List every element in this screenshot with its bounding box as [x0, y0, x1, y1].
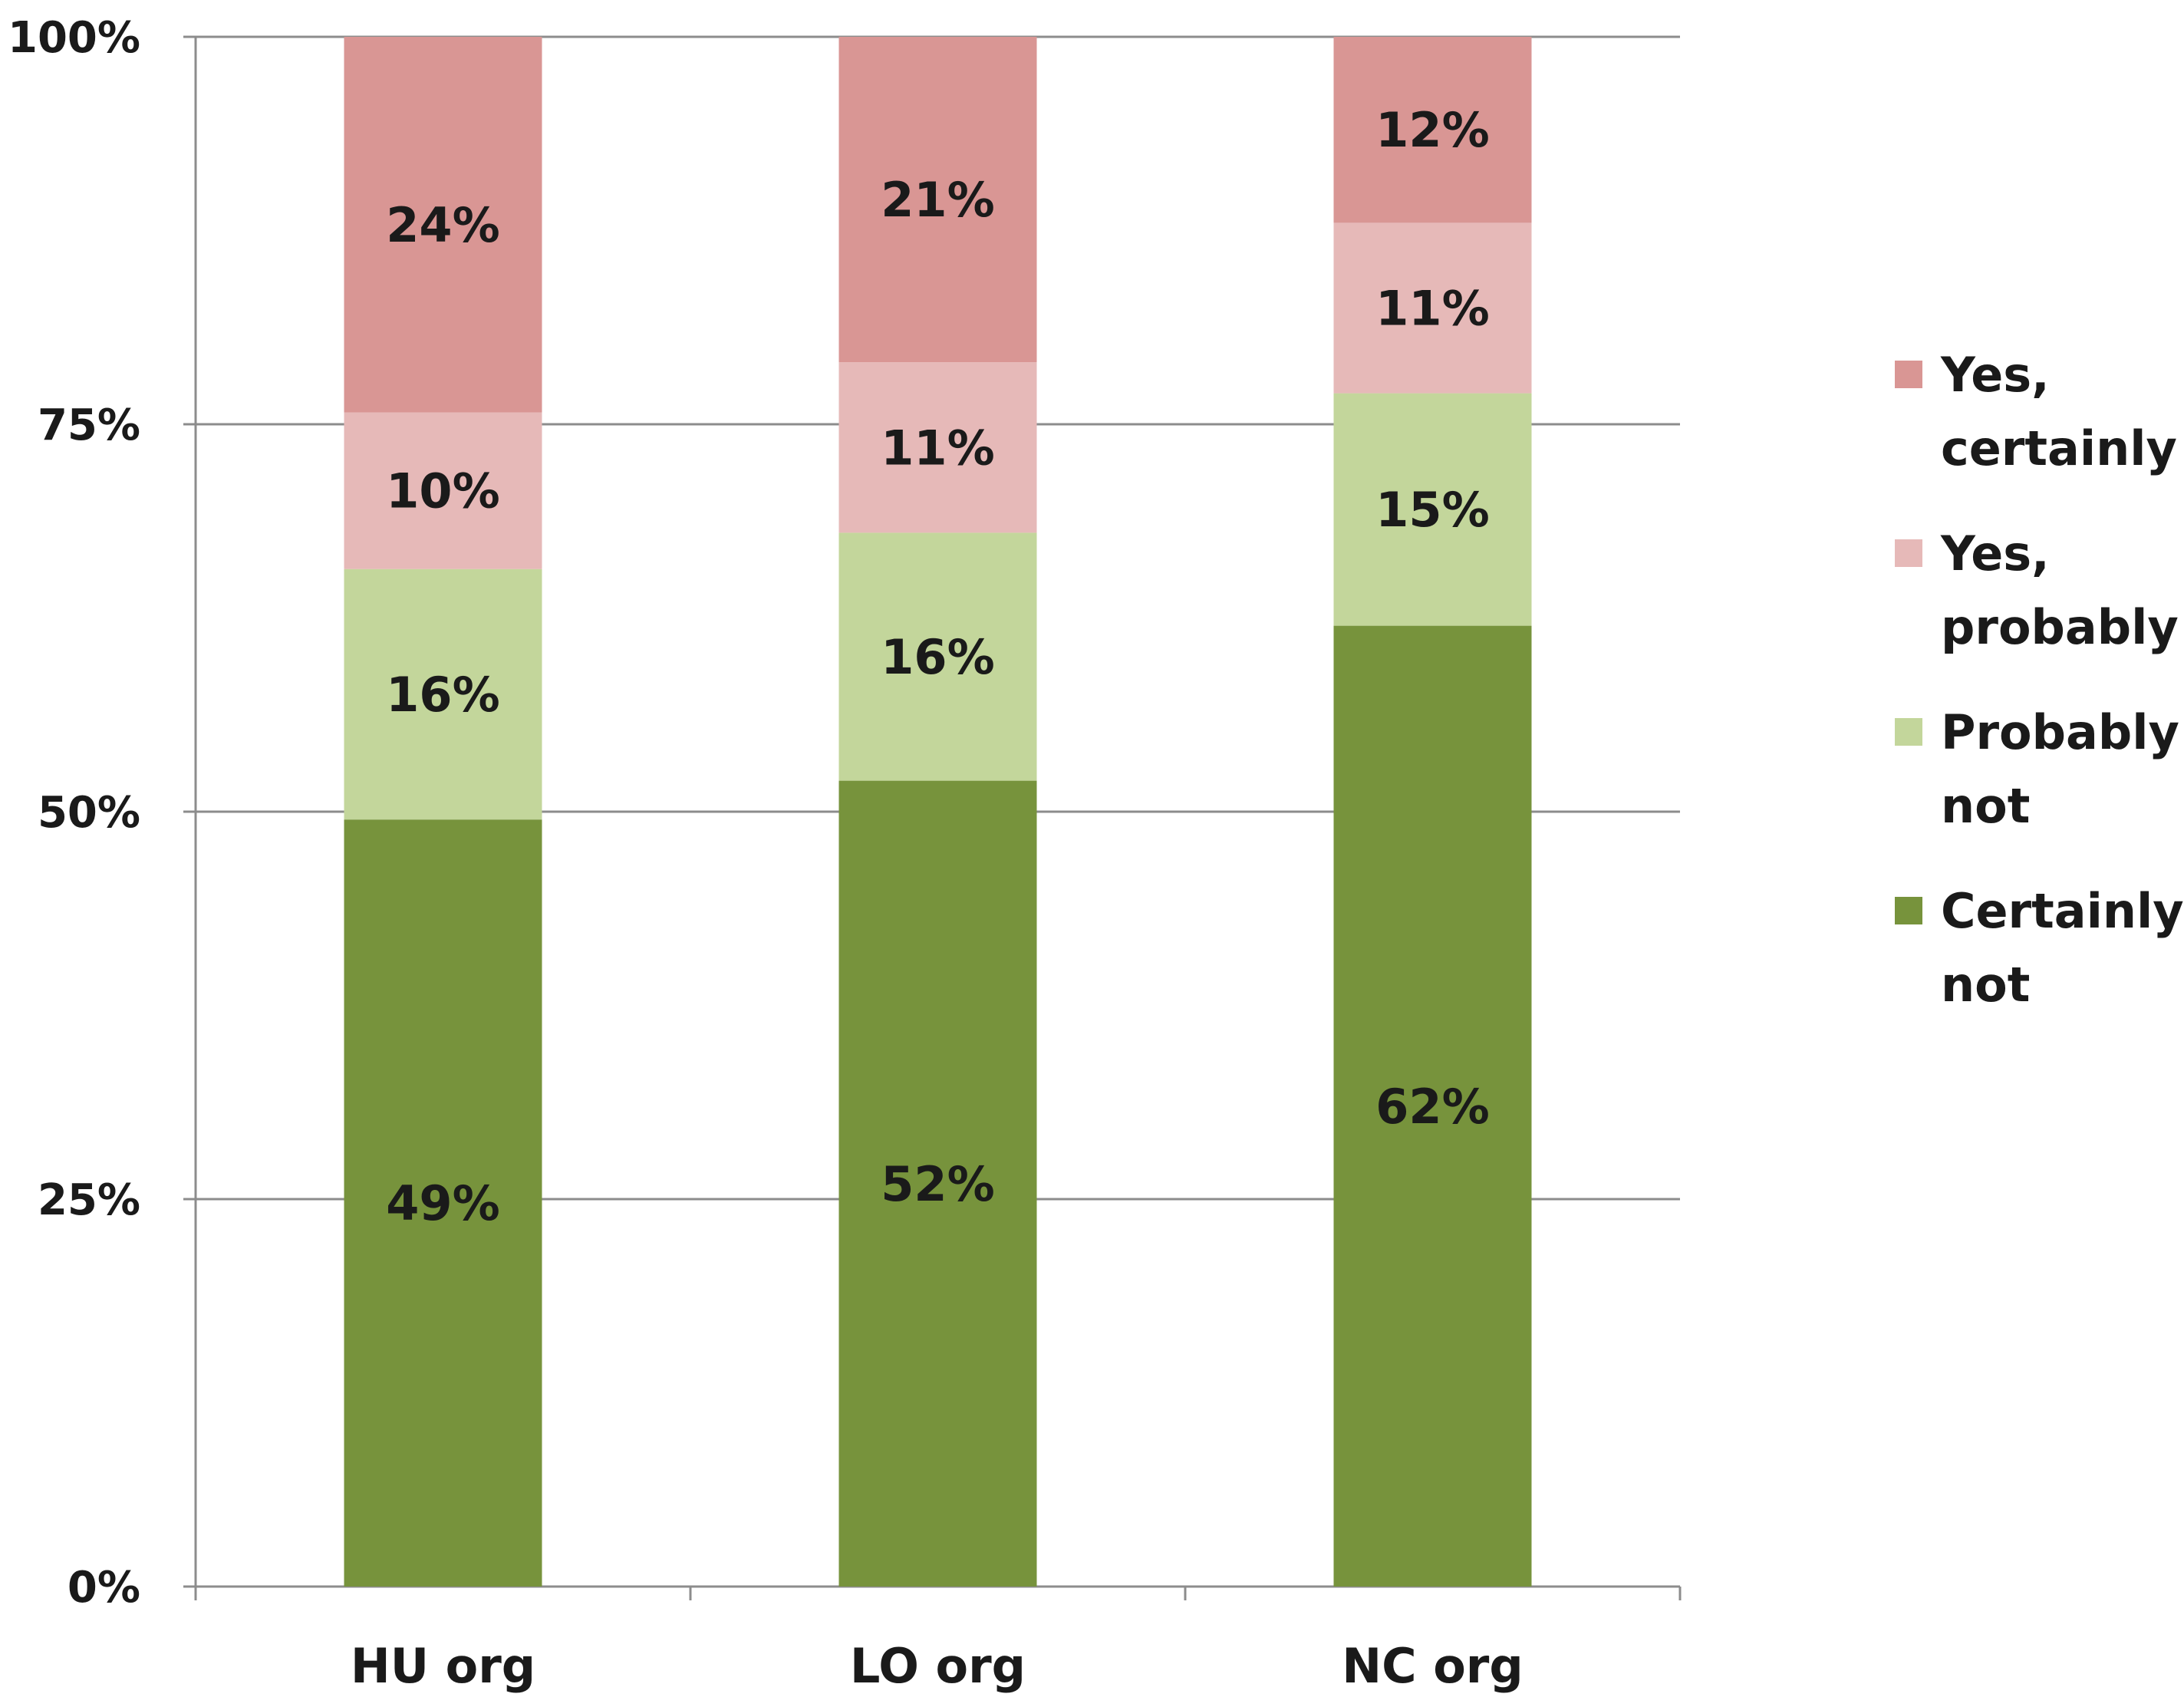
data-label: 24%	[386, 197, 499, 253]
legend-label: Certainly	[1941, 883, 2184, 939]
legend-swatch	[1895, 897, 1922, 924]
legend: Yes, certainly Yes, probably Probably not Cert…	[1895, 347, 2184, 1013]
legend-label: probably	[1941, 599, 2179, 655]
bar-segment	[838, 780, 1037, 1587]
legend-label: Yes,	[1940, 347, 2050, 403]
legend-label: Probably	[1941, 704, 2179, 760]
legend-label: Yes,	[1940, 526, 2050, 582]
bar-segment	[1333, 625, 1532, 1587]
x-tick-label: LO org	[850, 1638, 1026, 1694]
y-tick-label: 25%	[38, 1175, 140, 1225]
y-tick-label: 100%	[8, 13, 140, 63]
bar-segment	[344, 568, 542, 820]
y-tick-label: 0%	[68, 1563, 140, 1613]
legend-label: certainly	[1941, 420, 2177, 476]
legend-label: not	[1941, 778, 2030, 834]
axes: 0% 25% 50% 75% 100% HU org LO org NC org	[8, 13, 1682, 1694]
data-label: 12%	[1375, 102, 1489, 158]
bar-segment	[1333, 37, 1532, 223]
data-label: 11%	[1375, 281, 1489, 337]
x-tick-label: HU org	[351, 1638, 535, 1694]
bar-segment	[344, 37, 542, 413]
bar-segment	[1333, 393, 1532, 626]
data-label: 62%	[1375, 1079, 1489, 1135]
legend-label: not	[1941, 957, 2030, 1013]
data-label: 10%	[386, 463, 499, 519]
data-label: 52%	[881, 1156, 994, 1212]
data-label: 16%	[386, 667, 499, 723]
y-tick-label: 75%	[38, 400, 140, 450]
legend-swatch	[1895, 361, 1922, 388]
bar-segment	[838, 532, 1037, 781]
y-tick-label: 50%	[38, 788, 140, 838]
data-label: 15%	[1375, 482, 1489, 538]
bars	[344, 37, 1532, 1587]
x-tick-label: NC org	[1342, 1638, 1524, 1694]
data-labels: 49% 16% 10% 24% 52% 16% 11% 21% 62% 15% 11% 12%	[386, 102, 1489, 1231]
bar-segment	[838, 362, 1037, 533]
bar-segment	[838, 37, 1037, 363]
data-label: 49%	[386, 1175, 499, 1231]
bar-segment	[344, 412, 542, 569]
bar-segment	[344, 819, 542, 1587]
data-label: 11%	[881, 420, 994, 476]
bar-segment	[1333, 222, 1532, 394]
data-label: 21%	[881, 172, 994, 228]
legend-swatch	[1895, 718, 1922, 746]
legend-swatch	[1895, 539, 1922, 567]
data-label: 16%	[881, 629, 994, 685]
